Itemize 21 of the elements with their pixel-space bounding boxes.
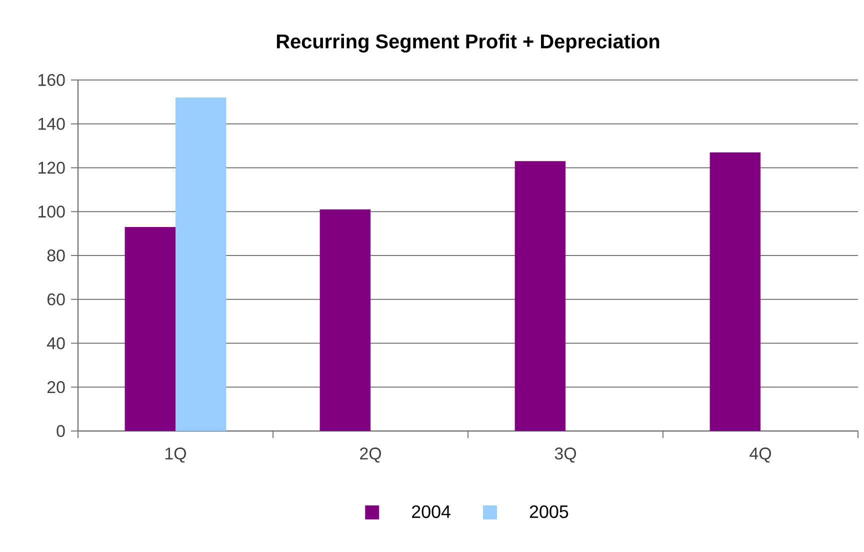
y-tick-label: 0	[56, 425, 65, 437]
legend-label: 2004	[412, 505, 450, 518]
y-tick-label: 120	[38, 162, 65, 174]
y-tick-label: 40	[47, 337, 65, 350]
x-tick-label: 4Q	[750, 448, 771, 463]
y-tick-label: 20	[48, 381, 65, 394]
y-tick-label: 160	[38, 74, 65, 86]
chart-title: Recurring Segment Profit + Depreciation	[276, 34, 660, 52]
y-tick-label: 80	[47, 250, 65, 262]
bar	[176, 98, 226, 431]
y-tick-label: 140	[38, 118, 65, 130]
bar	[320, 209, 371, 431]
x-tick-label: 2Q	[360, 448, 381, 463]
bar	[514, 161, 566, 431]
x-tick-label: 1Q	[166, 448, 186, 463]
bar	[710, 152, 761, 431]
y-tick-label: 60	[48, 293, 65, 306]
legend-label: 2005	[530, 505, 568, 518]
y-tick-label: 100	[38, 206, 65, 218]
x-tick-label: 3Q	[554, 448, 576, 463]
bar	[124, 226, 176, 431]
